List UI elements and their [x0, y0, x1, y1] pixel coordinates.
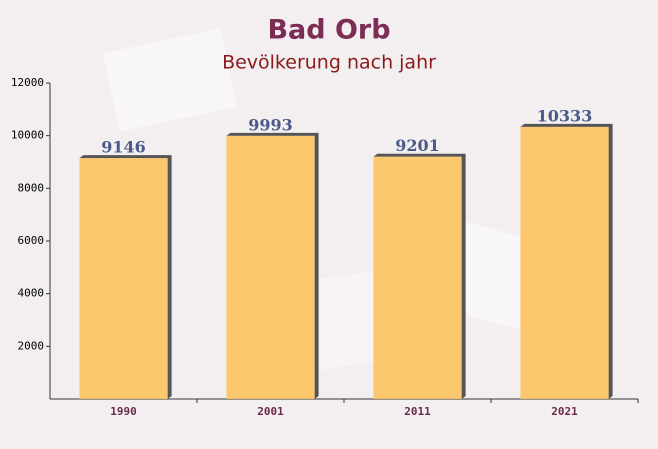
y-tick-label: 10000	[11, 129, 44, 142]
y-tick-label: 6000	[18, 234, 45, 247]
bar	[79, 158, 168, 399]
value-label: 9993	[248, 115, 293, 134]
y-tick-label: 4000	[18, 287, 45, 300]
bar	[226, 135, 315, 399]
y-tick-label: 8000	[18, 181, 45, 194]
bar	[520, 126, 609, 399]
value-label: 9146	[101, 138, 146, 157]
decor	[102, 28, 238, 132]
chart-title: Bad Orb	[267, 15, 390, 46]
chart-subtitle: Bevölkerung nach jahr	[222, 52, 436, 74]
x-tick-label: 1990	[110, 405, 137, 418]
value-label: 10333	[537, 106, 593, 125]
x-tick-label: 2001	[257, 405, 284, 418]
bar	[373, 156, 462, 399]
y-tick-label: 2000	[18, 339, 45, 352]
value-label: 9201	[395, 136, 440, 155]
x-tick-label: 2021	[551, 405, 578, 418]
x-tick-label: 2011	[404, 405, 431, 418]
y-tick-label: 12000	[11, 76, 44, 89]
